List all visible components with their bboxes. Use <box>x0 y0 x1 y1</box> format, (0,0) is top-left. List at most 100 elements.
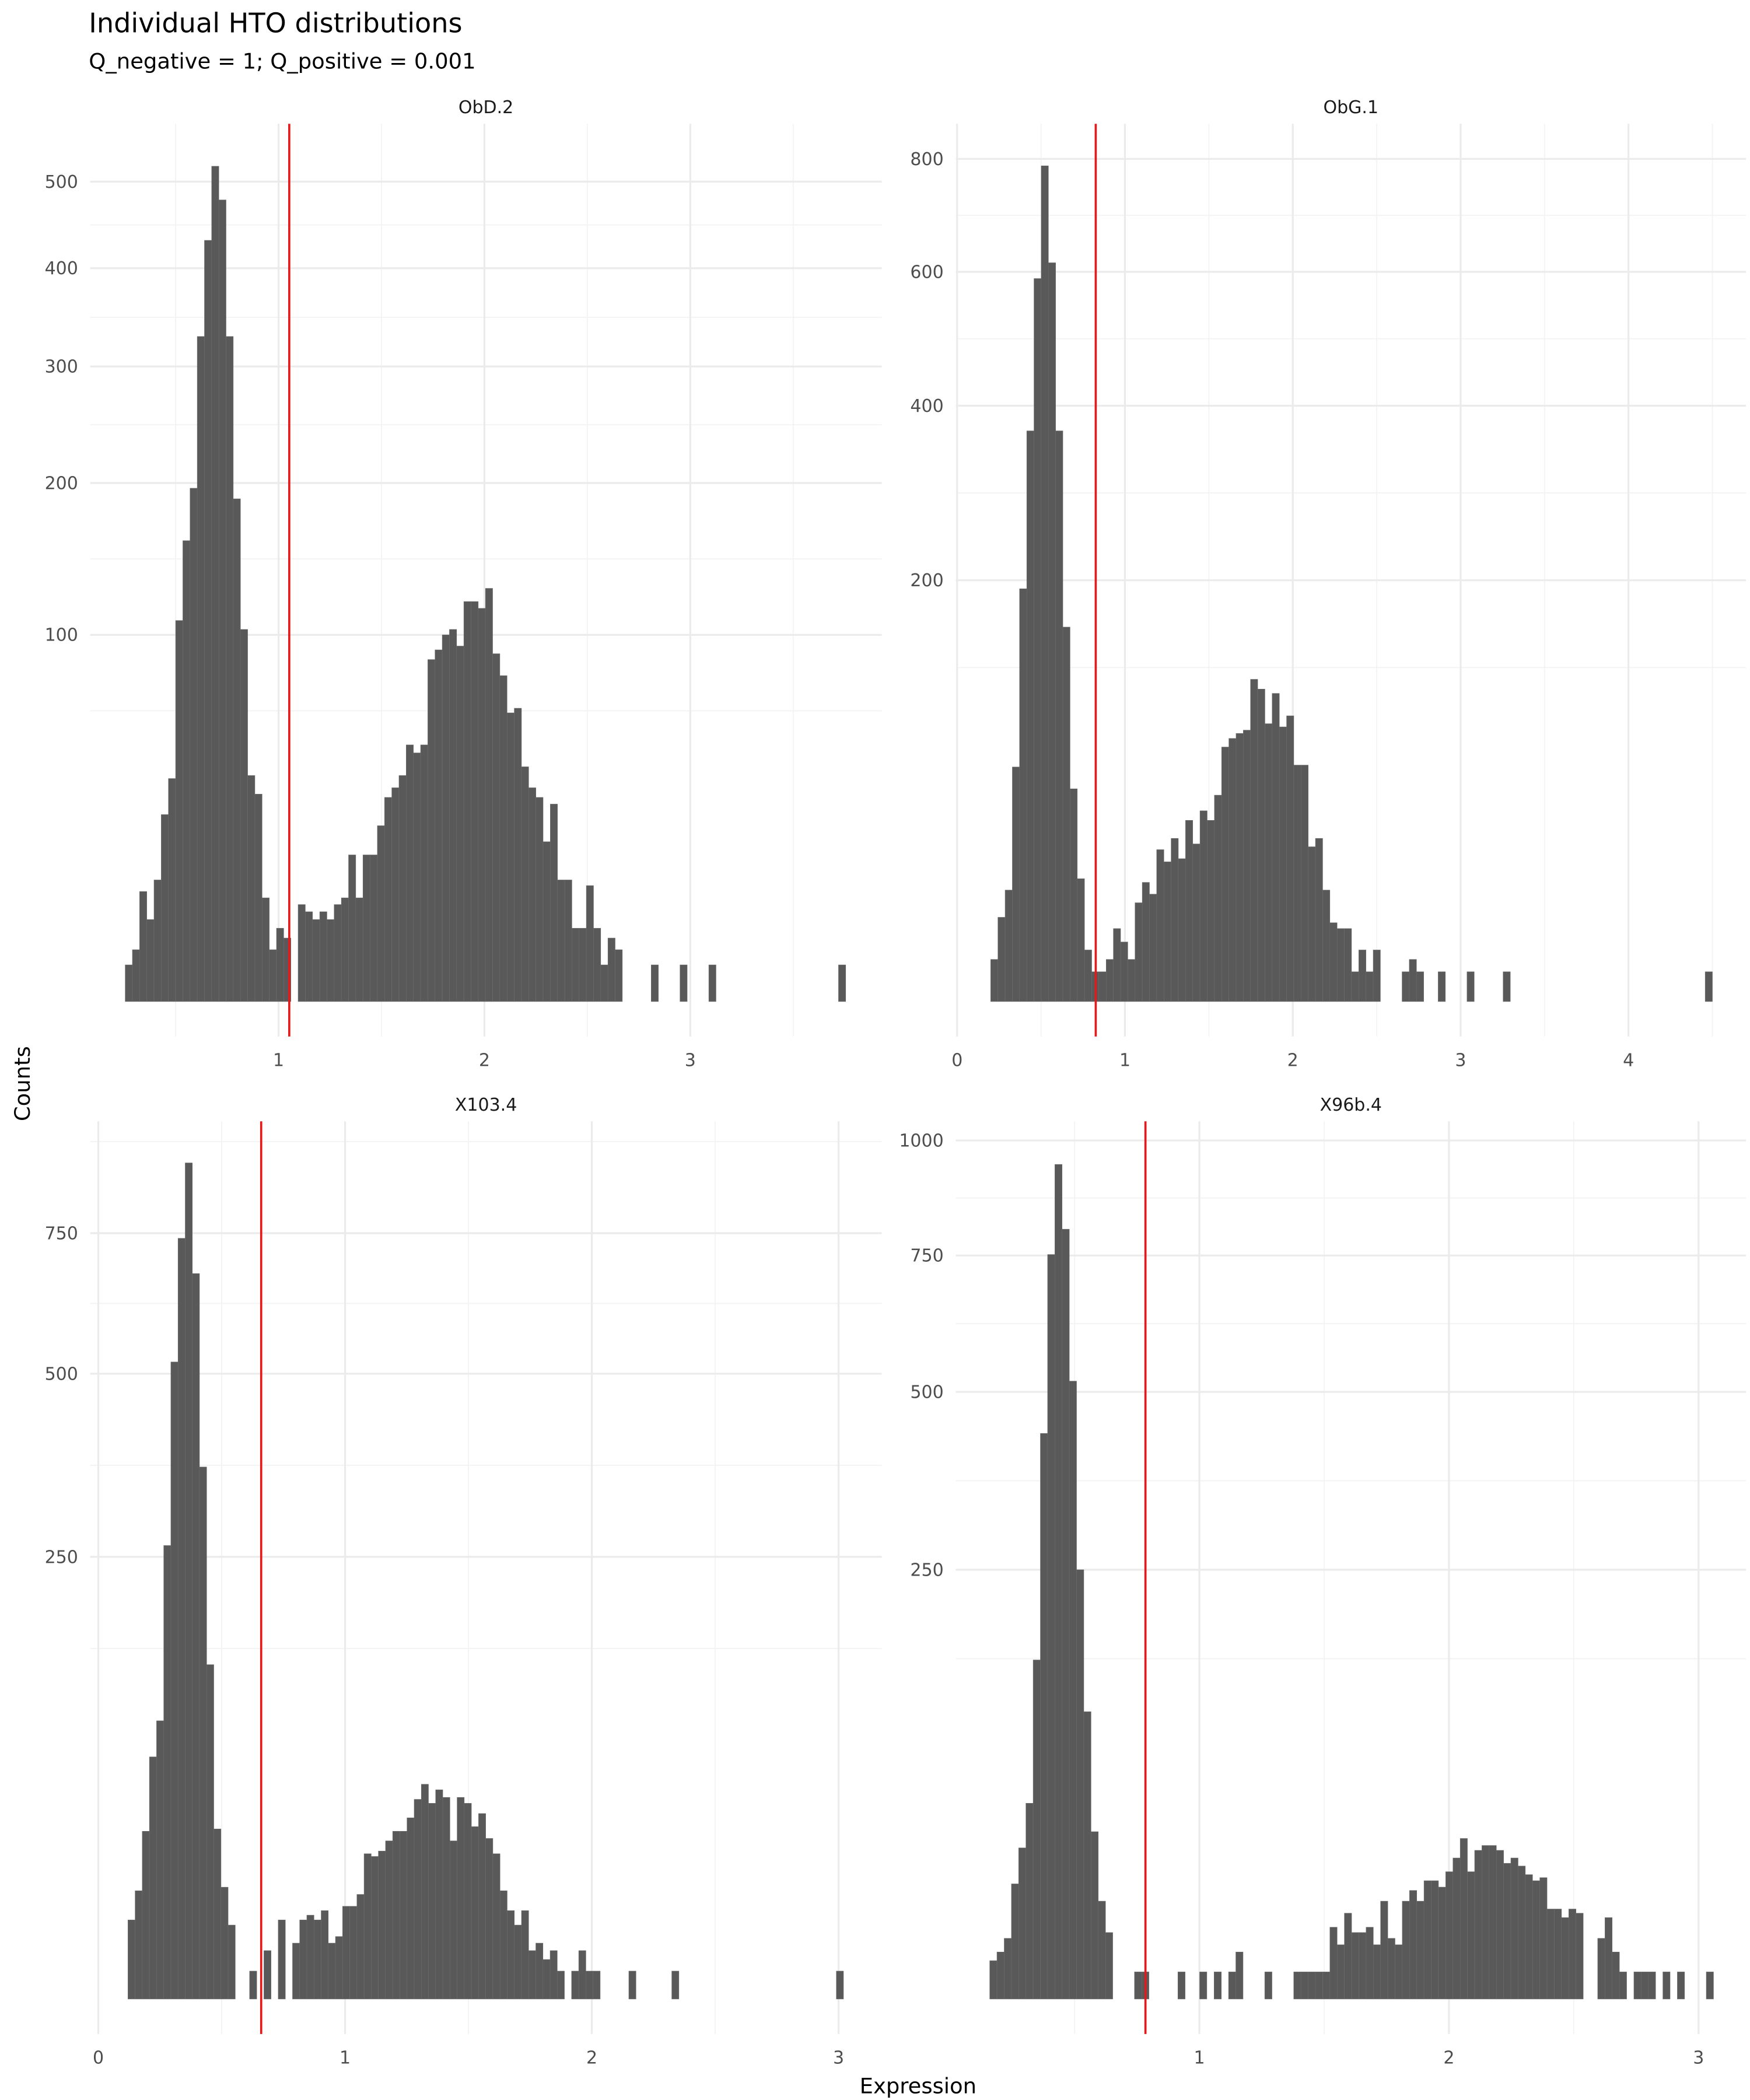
histogram-bar <box>233 498 241 1002</box>
y-tick-label: 250 <box>910 1560 943 1580</box>
histogram-bar <box>1662 1972 1671 2000</box>
histogram-bar <box>163 1545 172 2000</box>
histogram-bar <box>450 1840 457 2000</box>
histogram-bar <box>1134 1972 1142 2000</box>
histogram-bar <box>1336 928 1345 1002</box>
histogram-bar <box>1395 1944 1403 2000</box>
histogram-bar <box>449 629 457 1002</box>
histogram-bar <box>1177 1972 1185 2000</box>
histogram-bar <box>1228 1972 1236 2000</box>
histogram-bar <box>1069 1381 1077 2000</box>
x-tick-label: 0 <box>951 1051 963 1071</box>
histogram-bar <box>413 752 421 1002</box>
histogram-bar <box>220 1887 229 2000</box>
histogram-bar <box>600 964 608 1002</box>
histogram-bar <box>142 1831 150 2000</box>
x-tick-label: 2 <box>479 1051 490 1071</box>
histogram-bar <box>312 919 320 1002</box>
histogram-bar <box>471 1826 479 2000</box>
histogram-bar <box>1135 902 1143 1002</box>
histogram-bar <box>1070 788 1078 1002</box>
histogram-bar <box>328 1943 336 2000</box>
x-tick-label: 2 <box>586 2048 597 2068</box>
histogram-bar <box>170 1362 178 2000</box>
histogram-bar <box>377 825 385 1002</box>
histogram-bar <box>149 1756 157 2000</box>
y-tick-label: 750 <box>910 1246 943 1266</box>
histogram-bar <box>991 959 998 1002</box>
histogram-bar <box>838 964 846 1002</box>
histogram-bar <box>1359 1932 1367 2000</box>
histogram-bar <box>1300 1972 1308 2000</box>
histogram-bar <box>564 880 572 1002</box>
histogram-bar <box>1076 1569 1084 2000</box>
histogram-bar <box>1409 1890 1418 2000</box>
x-tick-label: 1 <box>340 2048 351 2068</box>
histogram-bar <box>1004 1938 1012 2000</box>
histogram-bar <box>1308 1972 1316 2000</box>
histogram-bar <box>1496 1850 1504 2000</box>
histogram-bar <box>414 1799 422 2000</box>
histogram-bar <box>1380 1901 1388 2000</box>
histogram-bar <box>146 919 155 1002</box>
panel-title: X103.4 <box>455 1095 517 1115</box>
histogram-bar <box>1402 971 1410 1002</box>
histogram-bar <box>1322 1972 1331 2000</box>
y-tick-label: 500 <box>45 1364 78 1384</box>
histogram-bar <box>536 797 544 1002</box>
histogram-bar <box>1569 1909 1576 2000</box>
histogram-bar <box>521 1910 529 2000</box>
histogram-bar <box>385 1840 393 2000</box>
histogram-bar <box>1214 794 1222 1002</box>
x-tick-label: 4 <box>1623 1051 1634 1071</box>
histogram-bar <box>521 766 529 1002</box>
histogram-bar <box>836 1971 844 2000</box>
histogram-bar <box>1228 738 1237 1002</box>
histogram-bar <box>492 1853 501 2000</box>
histogram-bar <box>1344 928 1352 1002</box>
histogram-bar <box>249 1971 257 2000</box>
histogram-bar <box>1214 1972 1222 2000</box>
histogram-bar <box>1518 1866 1526 2000</box>
histogram-bar <box>615 949 623 1002</box>
histogram-bar <box>1438 1887 1446 2000</box>
histogram-bar <box>240 629 248 1002</box>
histogram-bar <box>542 841 551 1002</box>
histogram-bar <box>341 897 349 1002</box>
histogram-bar <box>1366 1927 1374 2000</box>
histogram-bar <box>989 1960 998 2000</box>
histogram-bar <box>478 1813 486 2000</box>
histogram-bar <box>135 1890 143 2000</box>
histogram-bar <box>1055 1164 1063 2000</box>
y-tick-label: 200 <box>910 570 943 591</box>
histogram-bar <box>1264 1972 1272 2000</box>
histogram-bar <box>1098 971 1107 1002</box>
histogram-bar <box>168 778 176 1002</box>
histogram-bar <box>456 646 464 1002</box>
histogram-bar <box>1105 959 1114 1002</box>
histogram-bar <box>1207 820 1215 1002</box>
histogram-bar <box>306 1915 314 2000</box>
histogram-bar <box>206 1664 214 2000</box>
histogram-bar <box>1460 1838 1468 2000</box>
histogram-bar <box>1677 1972 1685 2000</box>
histogram-bar <box>190 488 198 1002</box>
chart-title: Individual HTO distributions <box>89 7 462 38</box>
histogram-bar <box>1293 765 1301 1002</box>
histogram-bar <box>492 653 501 1002</box>
histogram-bar <box>1192 844 1200 1002</box>
x-tick-label: 3 <box>1693 2048 1704 2068</box>
histogram-bar <box>214 1829 222 2000</box>
histogram-bar <box>1142 882 1150 1002</box>
histogram-bar <box>349 1906 358 2000</box>
histogram-bar <box>542 1959 551 2000</box>
histogram-bar <box>406 744 414 1002</box>
histogram-bar <box>292 1943 300 2000</box>
histogram-bar <box>1554 1909 1562 2000</box>
histogram-bar <box>335 1936 343 2000</box>
histogram-bar <box>400 1831 408 2000</box>
histogram-bar <box>471 601 479 1002</box>
histogram-bar <box>407 1817 415 2000</box>
